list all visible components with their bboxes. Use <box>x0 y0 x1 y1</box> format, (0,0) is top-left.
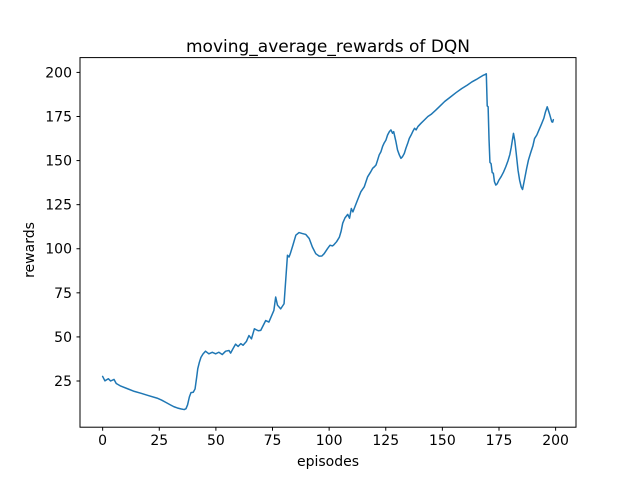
x-tick-label: 75 <box>264 433 282 449</box>
y-tick-label: 200 <box>45 65 72 81</box>
data-line <box>101 73 555 411</box>
x-tick-label: 200 <box>542 433 569 449</box>
x-tick-label: 150 <box>429 433 456 449</box>
x-tick-label: 25 <box>150 433 168 449</box>
y-tick-label: 75 <box>54 286 72 302</box>
y-tick-label: 175 <box>45 109 72 125</box>
x-tick-label: 100 <box>316 433 343 449</box>
y-tick-label: 100 <box>45 242 72 258</box>
y-tick-label: 25 <box>54 374 72 390</box>
y-tick-label: 150 <box>45 154 72 170</box>
x-tick-label: 50 <box>207 433 225 449</box>
x-tick-label: 175 <box>486 433 513 449</box>
y-axis-label: rewards <box>22 222 38 278</box>
y-tick-label: 125 <box>45 198 72 214</box>
x-axis-label: episodes <box>296 454 360 470</box>
y-tick-label: 50 <box>54 330 72 346</box>
chart-title: moving_average_rewards of DQN <box>185 37 471 57</box>
x-tick-label: 125 <box>372 433 399 449</box>
x-tick-label: 0 <box>98 433 107 449</box>
axes-spines <box>79 57 577 428</box>
